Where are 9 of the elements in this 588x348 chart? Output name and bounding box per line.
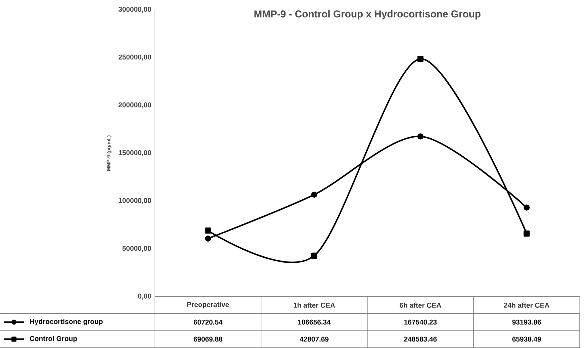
point	[311, 252, 318, 259]
chart-title: MMP-9 - Control Group x Hydrocortisone Group	[254, 10, 481, 20]
point	[524, 230, 530, 237]
point	[311, 192, 318, 198]
point	[418, 56, 424, 62]
point	[418, 134, 424, 140]
point	[524, 204, 530, 211]
point	[205, 228, 212, 234]
point	[205, 236, 212, 242]
